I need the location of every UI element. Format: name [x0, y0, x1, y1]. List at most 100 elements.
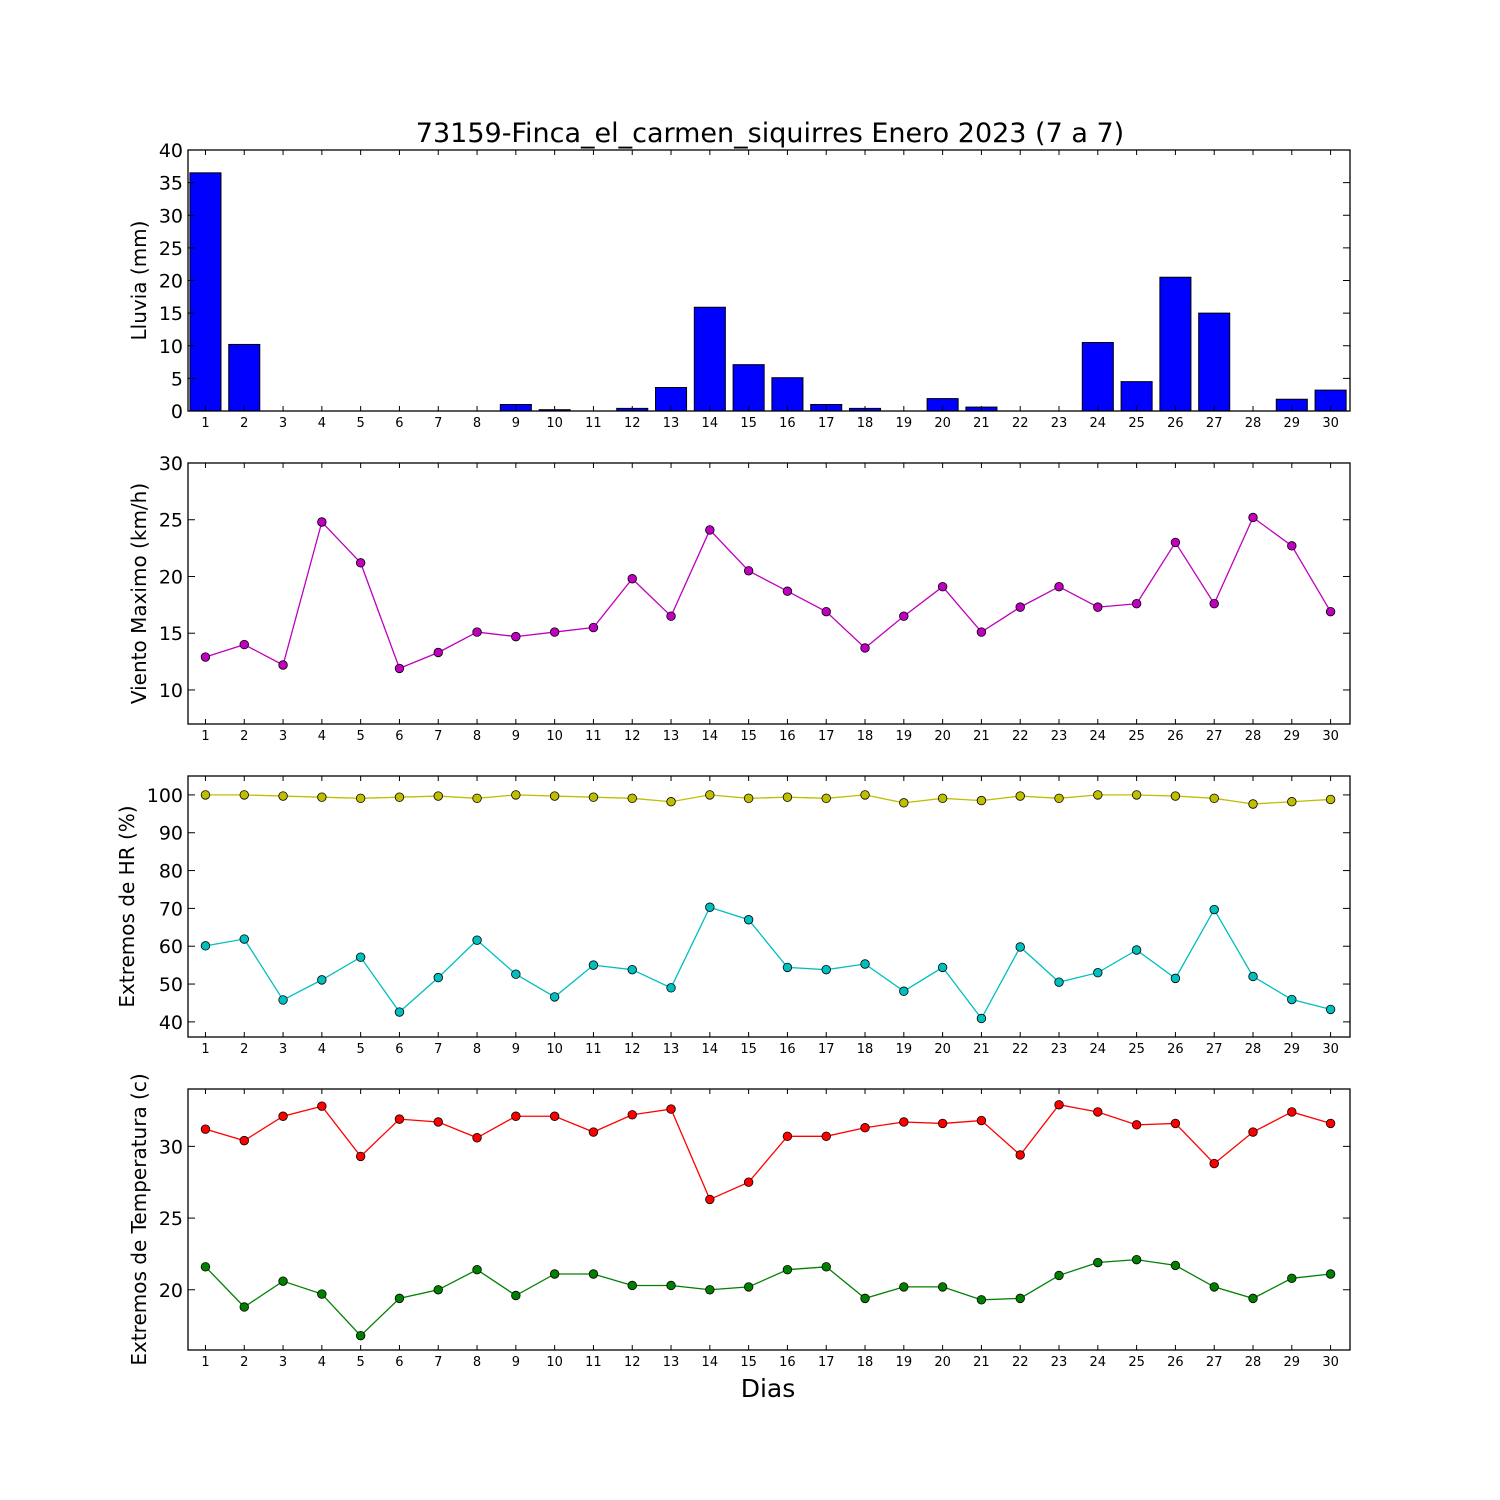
y-tick-label: 35 [159, 173, 183, 195]
x-tick-label: 12 [624, 1355, 641, 1370]
data-point [394, 1114, 405, 1124]
panel-3: 1 2 3 4 5 6 7 8 9 10 11 12 13 14 15 16 17 18 19 20 21 22 23 24 2… [115, 775, 1351, 1057]
x-tick-label: 5 [357, 1355, 365, 1370]
data-point [1287, 994, 1297, 1005]
x-tick-label: 25 [1128, 1355, 1145, 1370]
x-tick-label: 7 [434, 416, 442, 431]
x-tick-label: 27 [1206, 1355, 1223, 1370]
x-tick-label: 8 [473, 416, 481, 431]
y-axis-label: Extremos de Temperatura (c) [127, 1073, 151, 1365]
data-point [1248, 799, 1258, 809]
bar [189, 172, 222, 412]
x-tick-label: 17 [818, 416, 835, 431]
panels: 1 2 3 4 5 6 7 8 9 10 11 12 13 14 15 16 17 18 19 20 21 22 23 24 2… [115, 140, 1351, 1370]
data-point [899, 798, 909, 808]
x-tick-label: 6 [395, 416, 403, 431]
data-point [743, 915, 754, 925]
data-point [317, 975, 327, 985]
data-point [1054, 977, 1064, 987]
x-tick-label: 3 [279, 729, 287, 744]
data-point [1209, 793, 1219, 804]
data-point [1325, 1269, 1336, 1279]
data-point [743, 566, 754, 576]
x-tick-label: 24 [1090, 729, 1107, 744]
y-tick-label: 15 [159, 623, 183, 645]
x-tick-label: 1 [201, 729, 209, 744]
series-line-1 [205, 1104, 1331, 1201]
x-tick-label: 9 [512, 729, 520, 744]
data-point [1325, 606, 1336, 617]
data-point [705, 790, 715, 800]
x-tick-label: 15 [740, 416, 757, 431]
data-point [1287, 1273, 1297, 1284]
chart-title: 73159-Finca_el_carmen_siquirres Enero 20… [416, 118, 1124, 149]
x-tick-label: 7 [434, 1355, 442, 1370]
data-point [317, 1101, 327, 1111]
x-tick-label: 28 [1245, 416, 1262, 431]
x-tick-label: 15 [740, 729, 757, 744]
series-line-2 [205, 906, 1331, 1020]
data-point [200, 1262, 211, 1272]
plot-frame [187, 1088, 1351, 1351]
data-point [1093, 1107, 1103, 1117]
x-tick-label: 10 [546, 1355, 563, 1370]
x-tick-label: 30 [1322, 729, 1339, 744]
y-tick-label: 20 [159, 566, 183, 588]
x-tick-label: 23 [1051, 1355, 1068, 1370]
x-tick-label: 28 [1245, 1355, 1262, 1370]
y-tick-label: 25 [159, 1208, 183, 1230]
data-point [666, 611, 676, 621]
x-tick-label: 11 [585, 1042, 602, 1057]
y-tick-label: 60 [159, 936, 183, 958]
bar [1198, 312, 1231, 412]
x-tick-label: 19 [896, 729, 913, 744]
x-tick-label: 25 [1128, 1042, 1145, 1057]
data-point [821, 793, 831, 804]
x-tick-label: 25 [1128, 729, 1145, 744]
data-point [511, 790, 521, 800]
x-tick-label: 14 [702, 729, 719, 744]
data-point [1325, 1004, 1336, 1015]
data-point [549, 791, 560, 801]
x-tick-label: 17 [818, 729, 835, 744]
data-point [394, 792, 405, 802]
data-point [472, 1133, 482, 1143]
x-tick-label: 7 [434, 729, 442, 744]
x-tick-label: 11 [585, 416, 602, 431]
x-tick-label: 13 [663, 1355, 680, 1370]
data-point [860, 959, 870, 969]
x-tick-label: 8 [473, 729, 481, 744]
data-point [239, 934, 249, 944]
panel-2: 1 2 3 4 5 6 7 8 9 10 11 12 13 14 15 16 17 18 19 20 21 22 23 24 2… [127, 453, 1351, 744]
data-point [899, 1282, 909, 1292]
data-point [666, 797, 676, 807]
data-point [1093, 790, 1103, 800]
data-point [1209, 599, 1219, 609]
x-tick-label: 22 [1012, 416, 1029, 431]
data-point [899, 986, 909, 996]
data-point [627, 964, 637, 975]
x-tick-label: 20 [934, 729, 951, 744]
x-tick-label: 27 [1206, 1042, 1223, 1057]
x-tick-label: 16 [779, 1355, 796, 1370]
data-point [1054, 581, 1064, 592]
y-tick-label: 5 [171, 368, 183, 390]
data-point [549, 627, 560, 637]
data-point [472, 935, 482, 945]
x-tick-label: 29 [1284, 1042, 1301, 1057]
x-tick-label: 26 [1167, 1355, 1184, 1370]
data-point [317, 792, 327, 802]
data-point [278, 1111, 288, 1121]
x-tick-label: 20 [934, 1355, 951, 1370]
data-point [1287, 797, 1297, 807]
data-point [782, 586, 793, 596]
data-point [1054, 1270, 1064, 1281]
y-tick-label: 40 [159, 1012, 183, 1034]
y-tick-label: 10 [159, 680, 183, 702]
data-point [821, 1131, 831, 1142]
data-point [976, 627, 987, 637]
x-tick-label: 28 [1245, 729, 1262, 744]
x-tick-label: 26 [1167, 1042, 1184, 1057]
x-tick-label: 6 [395, 1355, 403, 1370]
